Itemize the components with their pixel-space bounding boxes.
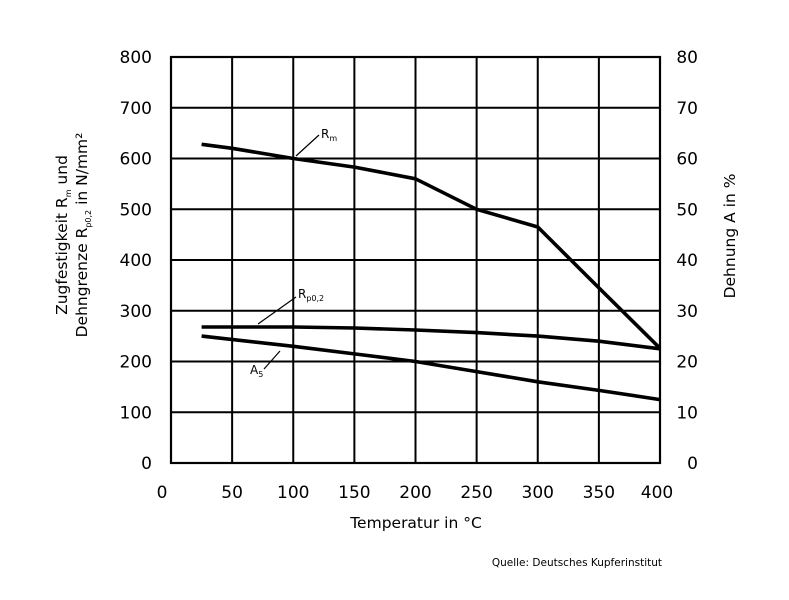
series-rp02-line — [201, 325, 661, 351]
y-left-tick-label: 100 — [120, 403, 152, 423]
y-left-tick-label: 300 — [120, 302, 152, 322]
source-note: Quelle: Deutsches Kupferinstitut — [492, 557, 662, 569]
y-right-tick-label: 60 — [676, 150, 698, 170]
y-axis-title-left-line1: Zugfestigkeit Rm und — [53, 155, 73, 315]
series-rp02-label-leader — [257, 296, 297, 325]
series-a5-line — [201, 334, 661, 402]
y-right-tick-label: 80 — [676, 48, 698, 68]
x-tick-label: 400 — [641, 483, 673, 503]
y-left-tick-label: 200 — [120, 353, 152, 373]
grid — [169, 55, 662, 465]
y-right-tick-label: 70 — [676, 99, 698, 119]
series-labels: Rm Rp0,2 A5 — [250, 127, 337, 379]
x-tick-label: 300 — [522, 483, 554, 503]
x-tick-label: 50 — [221, 483, 243, 503]
x-tick-label: 350 — [583, 483, 615, 503]
series-rm-label-leader — [295, 134, 320, 157]
x-tick-label: 200 — [399, 483, 431, 503]
y-right-tick-label: 20 — [676, 353, 698, 373]
series-a5-label-leader — [263, 350, 281, 370]
y-axis-title-right: Dehnung A in % — [721, 174, 739, 299]
y-left-tick-label: 0 — [141, 454, 152, 474]
y-right-tick-label: 0 — [687, 454, 698, 474]
x-tick-label: 0 — [157, 483, 168, 503]
y-left-tick-label: 800 — [120, 48, 152, 68]
y-left-tick-label: 400 — [120, 251, 152, 271]
tick-labels: 0 50 100 150 200 250 300 350 4000100200300400500… — [120, 48, 698, 503]
x-tick-label: 150 — [338, 483, 370, 503]
series-rm-label: Rm — [321, 127, 337, 143]
y-left-tick-label: 700 — [120, 99, 152, 119]
plot-frame — [169, 55, 662, 465]
y-right-tick-label: 40 — [676, 251, 698, 271]
y-right-tick-label: 30 — [676, 302, 698, 322]
y-right-tick-label: 50 — [676, 200, 698, 220]
series-rm-line — [201, 142, 662, 350]
y-left-tick-label: 500 — [120, 200, 152, 220]
y-axis-title-left-line2: Dehngrenze Rp0,2 in N/mm² — [73, 133, 93, 338]
series-rp02-label: Rp0,2 — [298, 287, 324, 303]
x-tick-label: 250 — [460, 483, 492, 503]
series-a5-label: A5 — [250, 363, 263, 379]
series-lines — [201, 142, 662, 402]
x-tick-label: 100 — [277, 483, 309, 503]
y-left-tick-label: 600 — [120, 150, 152, 170]
x-axis-title: Temperatur in °C — [349, 514, 482, 532]
y-right-tick-label: 10 — [676, 403, 698, 423]
